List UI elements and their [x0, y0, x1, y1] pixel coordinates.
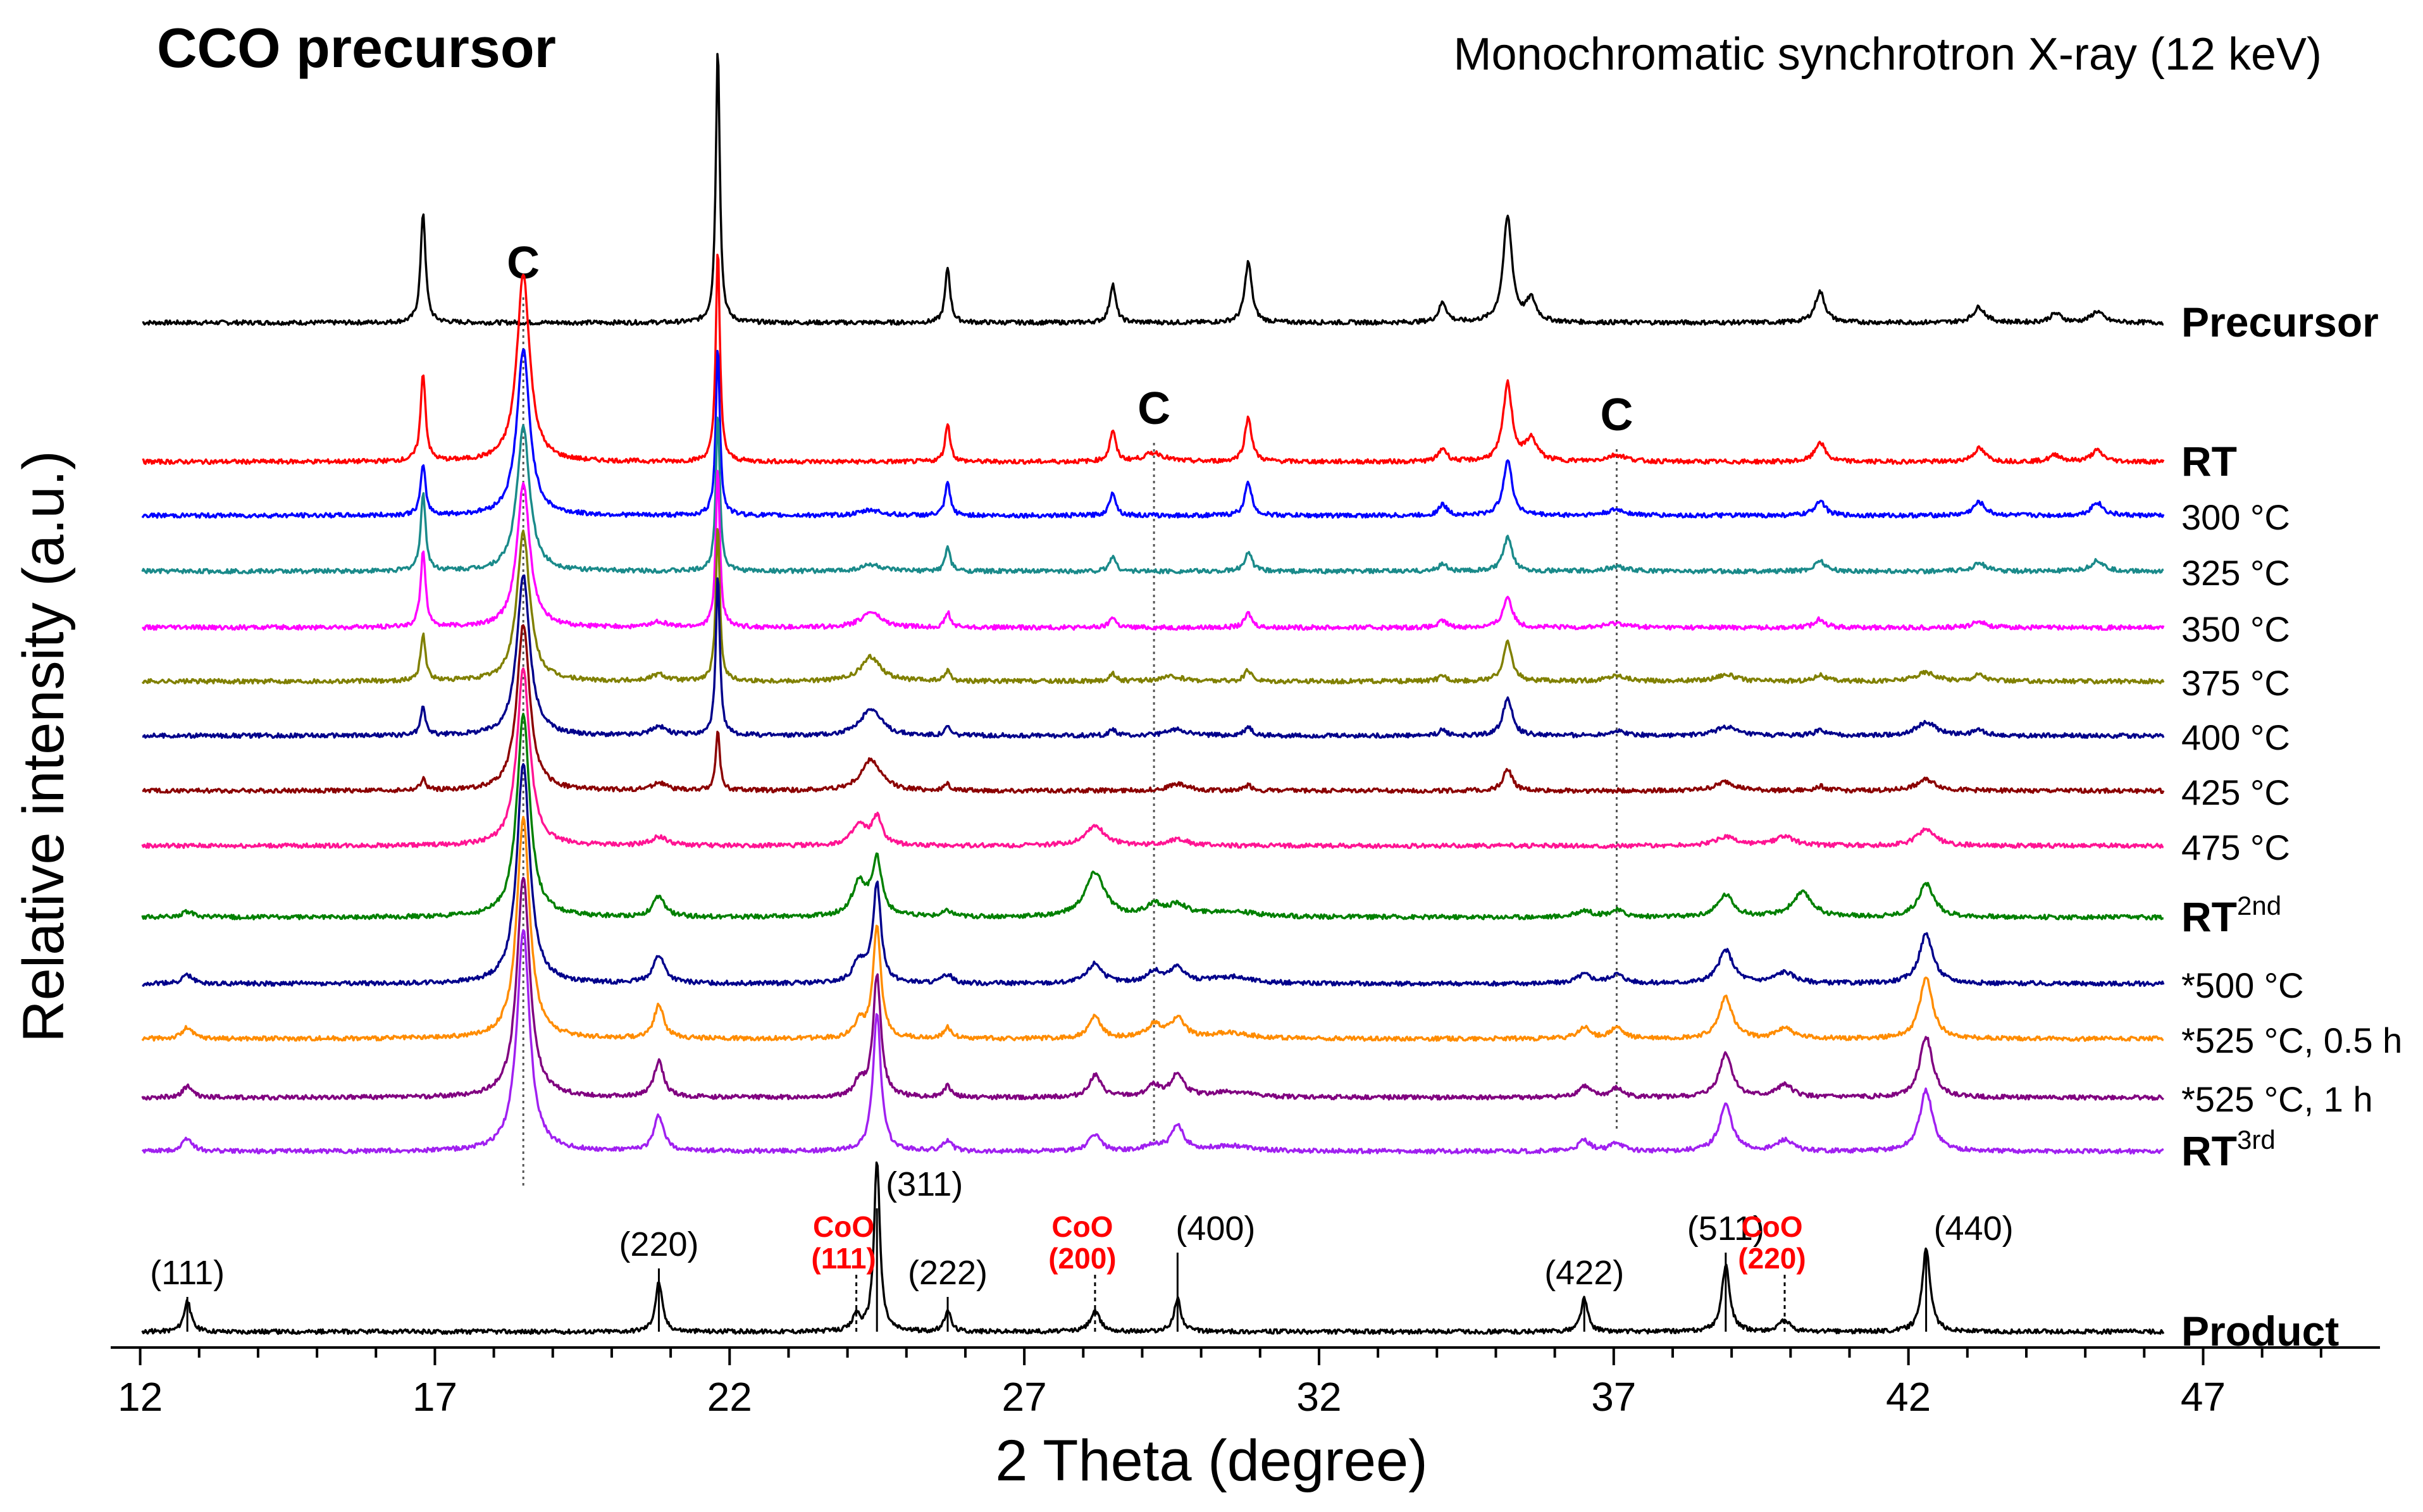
reflection-hkl-label: (422) — [1544, 1254, 1624, 1292]
x-tick-label: 17 — [412, 1374, 457, 1420]
x-tick-label: 47 — [2181, 1374, 2226, 1420]
coo-hkl-label: (220) — [1738, 1242, 1806, 1275]
coo-hkl-label: (200) — [1048, 1242, 1116, 1275]
diffraction-series — [141, 53, 2165, 1335]
series-label: 375 °C — [2181, 663, 2290, 703]
x-tick-label: 12 — [118, 1374, 163, 1420]
x-tick-label: 22 — [707, 1374, 752, 1420]
carbon-marker-label: C — [1137, 383, 1170, 434]
series-line--525-c-1-h — [141, 876, 2164, 1101]
series-line-product — [141, 1161, 2165, 1335]
series-label: Precursor — [2181, 299, 2379, 345]
series-line-precursor — [142, 53, 2164, 326]
y-axis-label: Relative intensity (a.u.) — [11, 450, 76, 1043]
series-label: *525 °C, 0.5 h — [2181, 1020, 2402, 1060]
series-label: *525 °C, 1 h — [2181, 1079, 2373, 1119]
series-line--500-c — [142, 763, 2165, 987]
coo-label: CoO — [1051, 1210, 1113, 1243]
series-line-400-c — [142, 574, 2165, 740]
series-label: RT — [2181, 438, 2237, 485]
coo-label: CoO — [1741, 1210, 1802, 1243]
x-axis-ticks: 12 17 22 27 32 37 42 47 — [118, 1348, 2322, 1420]
series-label: RT2nd — [2181, 891, 2281, 940]
coo-hkl-label: (111) — [811, 1242, 876, 1275]
series-line-475-c — [141, 667, 2164, 850]
series-label: 300 °C — [2181, 497, 2290, 537]
series-labels: Precursor RT 300 °C 325 °C 350 °C 375 °C 400 °… — [2181, 299, 2402, 1354]
series-label-superscript: 2nd — [2237, 891, 2281, 920]
series-label-superscript: 3rd — [2237, 1125, 2276, 1155]
series-label: RT3rd — [2181, 1125, 2276, 1174]
reflection-hkl-label: (220) — [619, 1225, 698, 1263]
coo-label: CoO — [813, 1210, 874, 1243]
x-tick-label: 42 — [1886, 1374, 1931, 1420]
carbon-marker-label: C — [1600, 390, 1633, 440]
x-tick-label: 37 — [1591, 1374, 1636, 1420]
series-label: 325 °C — [2181, 553, 2290, 593]
series-line-350-c — [141, 469, 2165, 631]
carbon-markers: C C C — [507, 238, 1633, 1189]
series-label: *500 °C — [2181, 965, 2304, 1005]
chart-title: CCO precursor — [157, 16, 556, 79]
series-line-325-c — [141, 416, 2164, 575]
series-label: 475 °C — [2181, 827, 2290, 867]
reflection-hkl-label: (511) — [1687, 1210, 1764, 1248]
reflection-hkl-label: (400) — [1175, 1210, 1255, 1248]
series-line-425-c — [142, 624, 2165, 795]
series-label: 350 °C — [2181, 609, 2290, 649]
reflection-hkl-label: (311) — [886, 1165, 963, 1203]
reflection-hkl-label: (440) — [1934, 1210, 2014, 1248]
carbon-marker-label: C — [507, 238, 540, 288]
series-line-375-c — [141, 528, 2165, 685]
series-line-rt-2nd — [141, 712, 2164, 920]
series-line-rt — [142, 254, 2165, 466]
reflection-labels: (111) (220) (311) (222) (400) (422) (511) (440)… — [150, 1165, 2014, 1332]
series-label: 400 °C — [2181, 717, 2290, 757]
x-tick-label: 32 — [1296, 1374, 1341, 1420]
chart-subtitle: Monochromatic synchrotron X-ray (12 keV) — [1454, 29, 2322, 80]
x-axis-label: 2 Theta (degree) — [995, 1428, 1428, 1493]
reflection-hkl-label: (222) — [908, 1254, 988, 1292]
series-label: 425 °C — [2181, 772, 2290, 812]
series-label: Product — [2181, 1308, 2339, 1354]
series-line--525-c-0-5-h — [141, 815, 2164, 1042]
x-tick-label: 27 — [1002, 1374, 1047, 1420]
series-line-300-c — [141, 348, 2165, 519]
series-line-rt-3rd — [141, 929, 2164, 1155]
reflection-hkl-label: (111) — [150, 1254, 225, 1292]
